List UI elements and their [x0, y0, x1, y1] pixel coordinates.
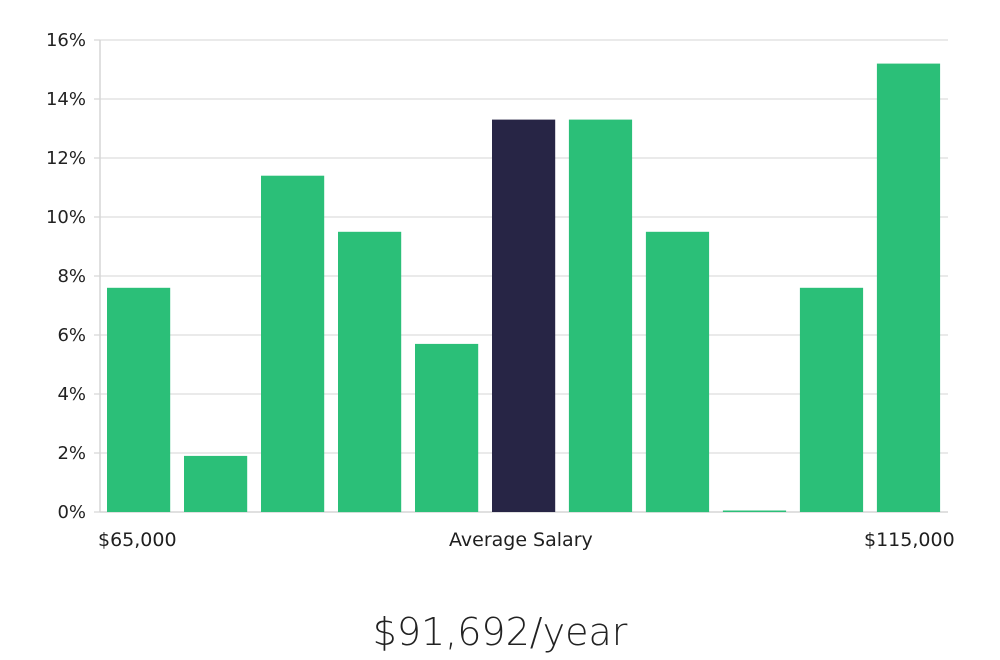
bar	[107, 287, 171, 512]
bar	[876, 63, 941, 512]
y-tick-label: 8%	[57, 266, 86, 287]
salary-histogram: 0% 2% 4% 6% 8% 10% 12% 14% 16%	[46, 30, 948, 523]
x-axis-min-label: $65,000	[98, 529, 177, 551]
y-tick-label: 6%	[57, 325, 86, 346]
bar	[415, 343, 479, 512]
bar	[568, 119, 633, 512]
bar-average	[492, 119, 556, 512]
y-tick-label: 12%	[46, 148, 86, 169]
bar	[722, 510, 787, 512]
y-tick-label: 14%	[46, 89, 86, 110]
bar	[261, 175, 325, 512]
x-axis-average-label: Average Salary	[449, 529, 593, 551]
bar	[799, 287, 864, 512]
average-salary-value: $91,692/year	[372, 610, 628, 654]
y-tick-label: 0%	[57, 502, 86, 523]
x-axis-max-label: $115,000	[864, 529, 955, 551]
bar	[184, 455, 248, 512]
bar	[338, 231, 402, 513]
y-tick-label: 10%	[46, 207, 86, 228]
bar	[645, 231, 710, 513]
bars	[107, 63, 941, 513]
y-tick-label: 16%	[46, 30, 86, 51]
y-tick-label: 4%	[57, 384, 86, 405]
y-tick-label: 2%	[57, 443, 86, 464]
